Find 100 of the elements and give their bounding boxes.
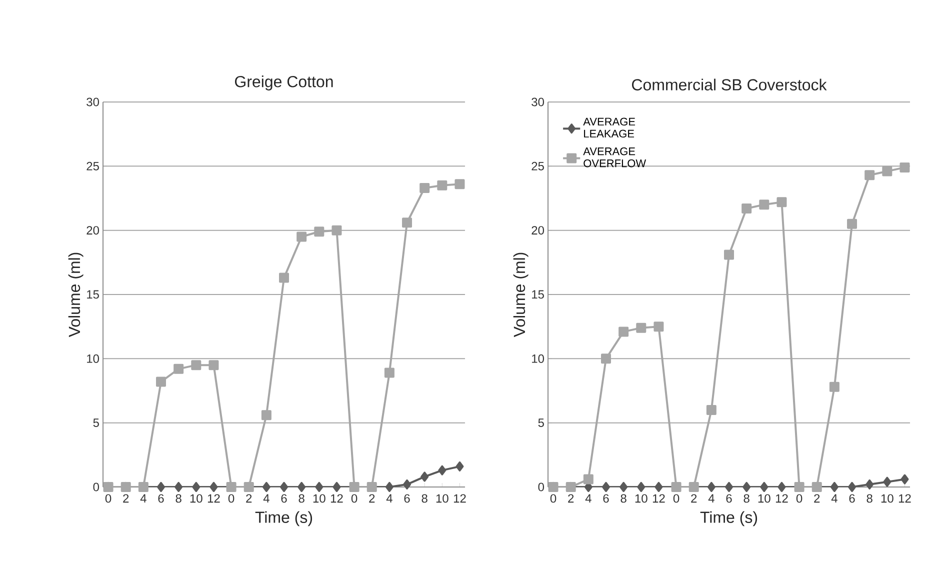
y-tick-label: 10 — [532, 354, 544, 363]
x-tick-label: 0 — [796, 494, 802, 503]
y-tick-label: 30 — [532, 98, 544, 106]
x-axis-title: Time (s) — [700, 511, 758, 526]
x-axis-title: Time (s) — [255, 511, 312, 526]
point — [384, 368, 394, 378]
point — [332, 225, 342, 236]
x-tick-label: 8 — [422, 494, 428, 503]
x-tick-label: 0 — [550, 494, 556, 503]
point — [602, 482, 610, 492]
y-tick-label: 25 — [86, 162, 99, 170]
point — [636, 322, 646, 333]
x-tick-label: 2 — [369, 494, 375, 503]
x-tick-label: 12 — [652, 494, 665, 503]
x-tick-label: 6 — [726, 494, 732, 503]
point — [882, 166, 892, 176]
x-tick-label: 10 — [436, 494, 448, 503]
point — [298, 482, 306, 492]
x-tick-label: 4 — [831, 494, 838, 502]
point — [848, 482, 856, 492]
y-tick-label: 5 — [93, 418, 99, 427]
point — [637, 482, 646, 492]
y-tick-label: 15 — [532, 290, 544, 299]
x-tick-label: 10 — [758, 494, 770, 503]
x-tick-label: 0 — [105, 494, 112, 503]
point — [742, 204, 752, 214]
point — [601, 354, 611, 364]
x-tick-label: 4 — [263, 494, 270, 502]
point — [174, 482, 183, 492]
x-tick-label: 6 — [603, 494, 609, 503]
y-axis-title: Volume (ml) — [513, 252, 528, 338]
point — [883, 476, 892, 487]
point — [847, 218, 858, 229]
x-tick-label: 10 — [313, 494, 326, 503]
point — [174, 364, 184, 374]
legend-label: AVERAGE OVERFLOW — [583, 147, 646, 168]
point — [261, 410, 272, 420]
x-tick-label: 2 — [123, 494, 129, 503]
y-tick-label: 20 — [532, 226, 544, 235]
point — [776, 197, 787, 208]
y-tick-label: 0 — [538, 482, 544, 492]
point — [456, 461, 464, 472]
point — [454, 179, 465, 190]
y-tick-label: 0 — [93, 482, 100, 492]
point — [583, 474, 594, 484]
x-tick-label: 6 — [158, 494, 164, 503]
point — [864, 170, 875, 180]
chart-title: Greige Cotton — [235, 76, 333, 90]
x-tick-label: 12 — [776, 494, 788, 503]
x-tick-label: 8 — [620, 494, 626, 503]
point — [157, 482, 165, 492]
x-tick-label: 12 — [330, 494, 343, 503]
point — [385, 482, 394, 492]
point — [191, 360, 202, 370]
point — [208, 360, 219, 370]
point — [654, 322, 664, 332]
point — [654, 482, 663, 492]
point — [279, 272, 290, 283]
x-tick-label: 10 — [881, 494, 894, 503]
x-tick-label: 6 — [281, 494, 287, 503]
point — [403, 479, 412, 490]
x-tick-label: 8 — [176, 494, 182, 503]
point — [314, 226, 324, 237]
y-tick-label: 5 — [538, 418, 544, 427]
y-tick-label: 15 — [87, 290, 99, 299]
x-tick-label: 8 — [744, 494, 750, 503]
point — [724, 250, 734, 260]
point — [156, 376, 166, 387]
point — [332, 482, 341, 492]
point — [296, 232, 307, 242]
point — [420, 182, 430, 193]
point — [759, 200, 770, 210]
x-tick-label: 10 — [190, 494, 202, 503]
y-tick-label: 30 — [86, 98, 100, 106]
point — [315, 482, 324, 492]
x-tick-label: 10 — [635, 494, 648, 503]
point — [760, 482, 768, 492]
point — [778, 482, 786, 492]
x-tick-label: 2 — [691, 494, 697, 503]
point — [900, 162, 910, 172]
x-tick-label: 2 — [246, 494, 252, 503]
chart-title: Commercial SB Coverstock — [632, 78, 827, 90]
point — [706, 404, 716, 415]
point — [620, 482, 628, 492]
point — [420, 472, 429, 482]
x-tick-label: 12 — [898, 494, 911, 503]
y-tick-label: 20 — [86, 226, 100, 235]
x-tick-label: 4 — [386, 494, 392, 502]
y-axis-title: Volume (ml) — [68, 252, 84, 338]
x-tick-label: 6 — [849, 494, 855, 503]
legend-label: AVERAGE LEAKAGE — [583, 118, 636, 138]
x-tick-label: 12 — [454, 494, 466, 503]
point — [192, 482, 200, 492]
x-tick-label: 4 — [585, 494, 592, 502]
point — [707, 482, 716, 492]
point — [866, 479, 874, 490]
x-tick-label: 0 — [228, 494, 234, 503]
point — [210, 482, 218, 492]
x-tick-label: 2 — [568, 494, 574, 503]
y-tick-label: 25 — [532, 162, 544, 170]
